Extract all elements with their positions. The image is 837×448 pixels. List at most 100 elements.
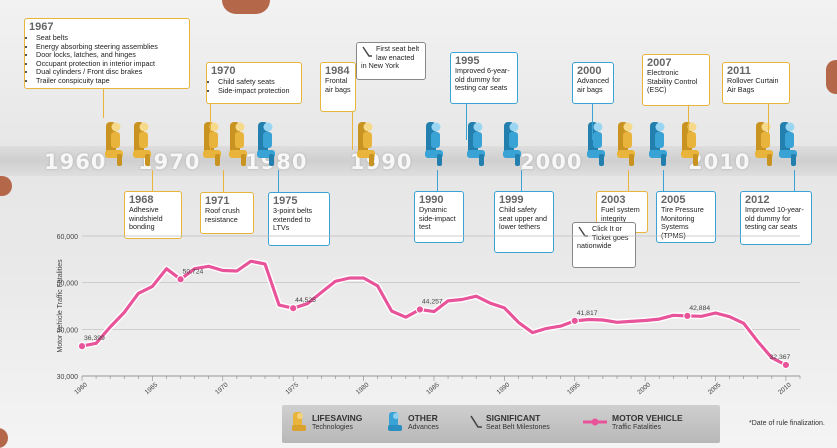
other-seat-icon xyxy=(779,122,797,166)
lifesaving-seat-icon xyxy=(229,122,247,166)
milestone-text: 3-point belts extended to LTVs xyxy=(273,206,313,233)
legend-motor: MOTOR VEHICLE Traffic Fatalities xyxy=(582,413,683,432)
data-label: 36,399 xyxy=(84,335,105,342)
data-label: 42,884 xyxy=(689,305,710,312)
milestone-item: Dual cylinders / Front disc brakes xyxy=(36,68,185,77)
seat-belt-icon xyxy=(362,46,372,57)
connector-line xyxy=(521,170,522,191)
lifesaving-seat-icon xyxy=(617,122,635,166)
milestone-text: Frontal air bags xyxy=(325,76,351,94)
milestone-year: 1975 xyxy=(273,195,298,207)
milestone-card-2011: 2011 Rollover Curtain Air Bags xyxy=(722,62,790,104)
milestone-year: 1970 xyxy=(211,65,236,77)
x-tick-label: 2000 xyxy=(636,381,652,396)
data-label: 44,257 xyxy=(422,298,443,305)
lifesaving-seat-icon xyxy=(133,122,151,166)
hand-top xyxy=(222,0,270,14)
milestone-year: 1968 xyxy=(129,194,154,206)
milestone-card-1970: 1970Child safety seatsSide-impact protec… xyxy=(206,62,302,104)
legend-lifesaving-title: LIFESAVING xyxy=(312,413,363,423)
milestone-item: Seat belts xyxy=(36,33,185,43)
data-point xyxy=(415,305,424,314)
hand-left-bottom xyxy=(0,428,8,448)
data-label: 44,525 xyxy=(295,297,316,304)
milestone-year: 2011 xyxy=(727,65,751,77)
milestone-card-2007: 2007 Electronic Stability Control (ESC) xyxy=(642,54,710,106)
milestone-year: 2003 xyxy=(601,194,626,206)
connector-line xyxy=(152,170,153,191)
legend-other: OTHER Advances xyxy=(386,412,439,432)
legend-motor-title: MOTOR VEHICLE xyxy=(612,413,683,423)
milestone-list: Child safety seatsSide-impact protection xyxy=(211,77,297,96)
x-tick-label: 1980 xyxy=(355,381,371,396)
connector-line xyxy=(437,170,438,191)
data-point xyxy=(77,342,87,351)
y-tick-label: 30,000 xyxy=(57,374,79,381)
milestone-card-1984m: First seat belt law enacted in New York xyxy=(356,42,426,80)
y-tick-label: 60,000 xyxy=(57,234,79,241)
milestone-text: Tire Pressure Monitoring Systems (TPMS) xyxy=(661,205,704,240)
x-tick-label: 1990 xyxy=(496,381,512,396)
seat-belt-icon xyxy=(470,415,482,428)
x-tick-label: 1960 xyxy=(73,381,89,396)
lifesaving-seat-icon xyxy=(105,122,123,166)
hand-right xyxy=(826,60,837,94)
milestone-text: Adhesive windshield bonding xyxy=(129,205,163,232)
milestone-year: 1971 xyxy=(205,195,230,207)
hand-left-top xyxy=(0,176,12,196)
milestone-year: 1967 xyxy=(29,21,54,33)
legend: LIFESAVING Technologies OTHER Advances SIG… xyxy=(282,405,720,443)
lifesaving-seat-icon xyxy=(755,122,773,166)
milestone-year: 2000 xyxy=(577,65,602,77)
milestone-text: Dynamic side-impact test xyxy=(419,205,456,232)
legend-significant-sub: Seat Belt Milestones xyxy=(486,424,550,431)
data-point xyxy=(176,275,185,284)
milestone-year: 1995 xyxy=(455,55,480,67)
connector-line xyxy=(210,104,211,150)
milestone-text: Improved 6-year-old dummy for testing ca… xyxy=(455,66,510,93)
x-tick-label: 1965 xyxy=(144,381,160,396)
other-seat-icon xyxy=(425,122,443,166)
connector-line xyxy=(592,104,593,140)
milestone-year: 2012 xyxy=(745,194,770,206)
milestone-text: Child safety seat upper and lower tether… xyxy=(499,205,547,232)
legend-lifesaving-sub: Technologies xyxy=(312,424,353,431)
y-axis-label: Motor Vehicle Traffic Fatalities xyxy=(57,259,64,353)
y-tick-label: 50,000 xyxy=(57,281,79,288)
other-seat-icon xyxy=(388,412,402,431)
legend-significant: SIGNIFICANT Seat Belt Milestones xyxy=(468,413,550,432)
lifesaving-seat-icon xyxy=(681,122,699,166)
other-seat-icon xyxy=(649,122,667,166)
data-point xyxy=(570,316,579,325)
connector-line xyxy=(628,170,629,191)
other-seat-icon xyxy=(503,122,521,166)
data-point xyxy=(781,360,791,370)
milestone-card-1995: 1995 Improved 6-year-old dummy for testin… xyxy=(450,52,518,104)
legend-other-sub: Advances xyxy=(408,424,439,431)
connector-line xyxy=(278,170,279,192)
data-point xyxy=(289,304,298,313)
milestone-text: Fuel system integrity xyxy=(601,205,640,223)
milestone-item: Trailer conspicuity tape xyxy=(36,76,185,86)
milestone-item: Energy absorbing steering assemblies xyxy=(36,42,185,52)
decade-label-1960: 1960 xyxy=(44,150,107,174)
connector-line xyxy=(223,170,224,192)
legend-other-title: OTHER xyxy=(408,413,438,423)
milestone-item: Child safety seats xyxy=(218,77,297,87)
other-seat-icon xyxy=(467,122,485,166)
connector-line xyxy=(794,170,795,191)
lifesaving-seat-icon xyxy=(292,412,306,431)
connector-line xyxy=(688,106,689,140)
milestone-text: Rollover Curtain Air Bags xyxy=(727,76,779,94)
decade-label-1980: 1980 xyxy=(245,150,308,174)
data-label: 50,724 xyxy=(183,268,204,275)
milestone-year: 2005 xyxy=(661,194,686,206)
milestone-item: Side-impact protection xyxy=(218,86,297,96)
milestone-item: Door locks, latches, and hinges xyxy=(36,51,185,60)
x-tick-label: 1985 xyxy=(425,381,441,396)
milestone-text: Improved 10-year-old dummy for testing c… xyxy=(745,205,804,232)
x-tick-label: 1975 xyxy=(284,381,300,396)
milestone-text: Roof crush resistance xyxy=(205,206,240,224)
milestone-card-1990: 1990 Dynamic side-impact test xyxy=(414,191,464,243)
